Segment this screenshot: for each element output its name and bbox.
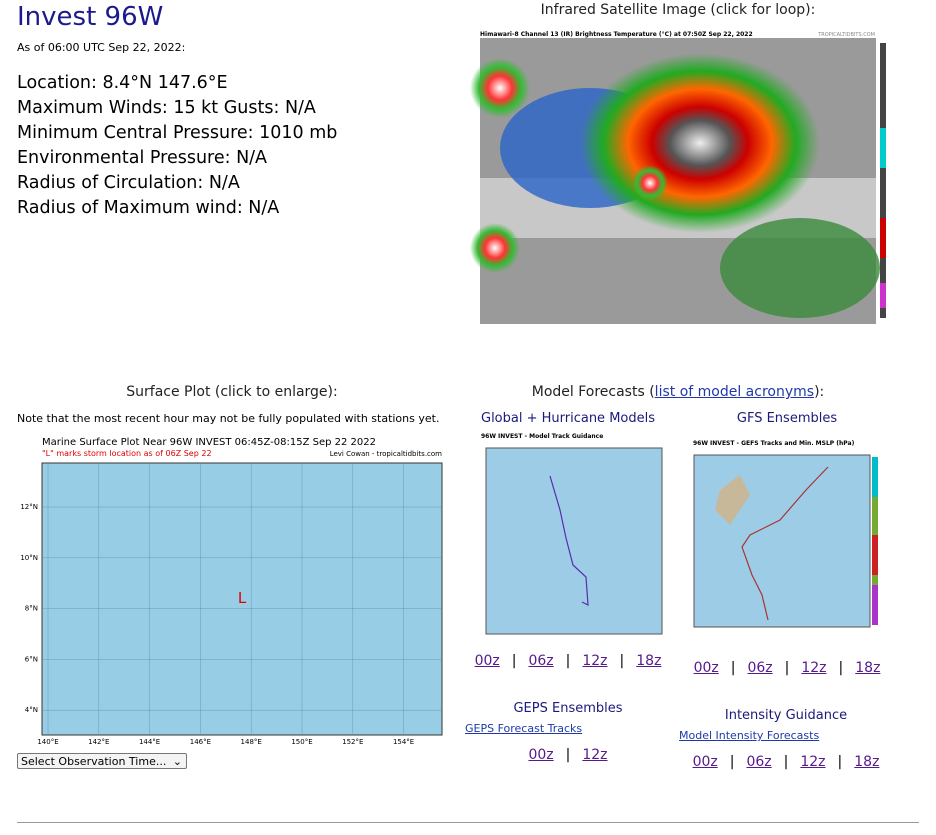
separator: | <box>619 653 625 669</box>
run-links: 00z | 06z | 12z | 18z <box>688 660 887 676</box>
run-link[interactable]: 12z <box>800 754 826 770</box>
as-of: As of 06:00 UTC Sep 22, 2022: <box>17 41 186 54</box>
observation-select[interactable]: Select Observation Time... ⌄ <box>17 753 187 769</box>
surface-note: Note that the most recent hour may not b… <box>17 412 440 425</box>
lon-label: 142°E <box>88 738 109 746</box>
info-line: Location: 8.4°N 147.6°E <box>17 73 228 93</box>
gefs-image-title: 96W INVEST - GEFS Tracks and Min. MSLP (… <box>693 440 855 447</box>
lon-label: 140°E <box>37 738 58 746</box>
lat-label: 6°N <box>25 655 38 663</box>
satellite-credit: TROPICALTIDBITS.COM <box>817 32 875 38</box>
run-link[interactable]: 00z <box>692 754 718 770</box>
separator: | <box>784 660 790 676</box>
separator: | <box>730 660 736 676</box>
run-link[interactable]: 12z <box>582 747 608 763</box>
lat-label: 12°N <box>20 503 38 511</box>
separator: | <box>837 754 843 770</box>
lon-label: 150°E <box>291 738 312 746</box>
separator: | <box>729 754 735 770</box>
lat-label: 8°N <box>25 605 38 613</box>
run-link[interactable]: 18z <box>854 754 880 770</box>
run-links: 00z | 06z | 12z | 18z <box>469 653 668 669</box>
surface-plot-subtitle: "L" marks storm location as of 06Z Sep 2… <box>42 449 212 458</box>
lon-label: 154°E <box>393 738 414 746</box>
run-link[interactable]: 00z <box>693 660 719 676</box>
satellite-image[interactable]: Himawari-8 Channel 13 (IR) Brightness Te… <box>470 28 890 336</box>
models-heading-end: ): <box>814 384 825 400</box>
model-image-title: 96W INVEST - Model Track Guidance <box>481 433 603 440</box>
models-heading: Model Forecasts (list of model acronyms)… <box>532 384 825 400</box>
info-line: Environmental Pressure: N/A <box>17 148 268 168</box>
select-text: Select Observation Time... <box>21 755 167 768</box>
storm-title: Invest 96W <box>17 2 164 32</box>
lat-label: 10°N <box>20 554 38 562</box>
run-link[interactable]: 12z <box>801 660 827 676</box>
storm-marker: L <box>238 589 247 607</box>
run-link[interactable]: 06z <box>528 653 554 669</box>
surface-heading: Surface Plot (click to enlarge): <box>126 384 338 400</box>
satellite-image-title: Himawari-8 Channel 13 (IR) Brightness Te… <box>480 31 753 38</box>
run-link[interactable]: 06z <box>747 660 773 676</box>
run-link[interactable]: 18z <box>636 653 662 669</box>
separator: | <box>838 660 844 676</box>
separator: | <box>565 653 571 669</box>
gefs-image[interactable]: 96W INVEST - GEFS Tracks and Min. MSLP (… <box>690 435 882 632</box>
satellite-heading: Infrared Satellite Image (click for loop… <box>540 2 816 18</box>
run-link[interactable]: 06z <box>746 754 772 770</box>
surface-plot[interactable]: Marine Surface Plot Near 96W INVEST 06:4… <box>17 435 447 751</box>
lat-label: 4°N <box>25 706 38 714</box>
panel-link[interactable]: Model Intensity Forecasts <box>679 729 820 742</box>
run-link[interactable]: 12z <box>582 653 608 669</box>
lon-label: 146°E <box>190 738 211 746</box>
separator: | <box>783 754 789 770</box>
run-links: 00z | 12z <box>522 747 613 763</box>
surface-plot-credit: Levi Cowan - tropicaltidbits.com <box>330 450 442 458</box>
lon-label: 144°E <box>139 738 160 746</box>
separator: | <box>511 653 517 669</box>
panel-title: GEPS Ensembles <box>513 701 623 716</box>
panel-title: GFS Ensembles <box>736 411 838 426</box>
run-link[interactable]: 00z <box>474 653 500 669</box>
bottom-rule <box>17 822 919 823</box>
panel-link[interactable]: GEPS Forecast Tracks <box>465 722 583 735</box>
lon-label: 148°E <box>241 738 262 746</box>
run-link[interactable]: 18z <box>855 660 881 676</box>
acronyms-link[interactable]: list of model acronyms <box>654 384 815 400</box>
panel-title: Global + Hurricane Models <box>480 411 656 426</box>
info-line: Minimum Central Pressure: 1010 mb <box>17 123 338 143</box>
model-track-image[interactable]: 96W INVEST - Model Track Guidance <box>478 430 666 640</box>
lon-label: 152°E <box>342 738 363 746</box>
separator: | <box>565 747 571 763</box>
info-line: Maximum Winds: 15 kt Gusts: N/A <box>17 98 316 118</box>
panel-title: Intensity Guidance <box>724 708 848 723</box>
select-arrow: ⌄ <box>172 755 182 768</box>
run-link[interactable]: 00z <box>528 747 554 763</box>
run-links: 00z | 06z | 12z | 18z <box>687 754 886 770</box>
surface-plot-title: Marine Surface Plot Near 96W INVEST 06:4… <box>42 437 376 448</box>
models-heading-text: Model Forecasts ( <box>531 384 655 400</box>
info-line: Radius of Circulation: N/A <box>17 173 240 193</box>
info-line: Radius of Maximum wind: N/A <box>17 198 280 218</box>
